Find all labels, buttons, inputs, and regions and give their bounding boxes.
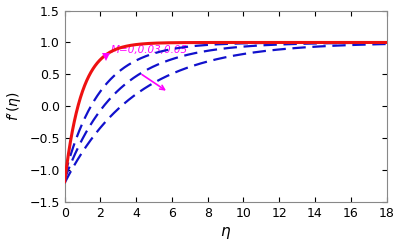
Y-axis label: $f^{\prime}(\eta)$: $f^{\prime}(\eta)$ — [6, 92, 24, 121]
Text: M=0,0.03,0.05: M=0,0.03,0.05 — [110, 45, 187, 55]
X-axis label: $\eta$: $\eta$ — [220, 226, 231, 242]
